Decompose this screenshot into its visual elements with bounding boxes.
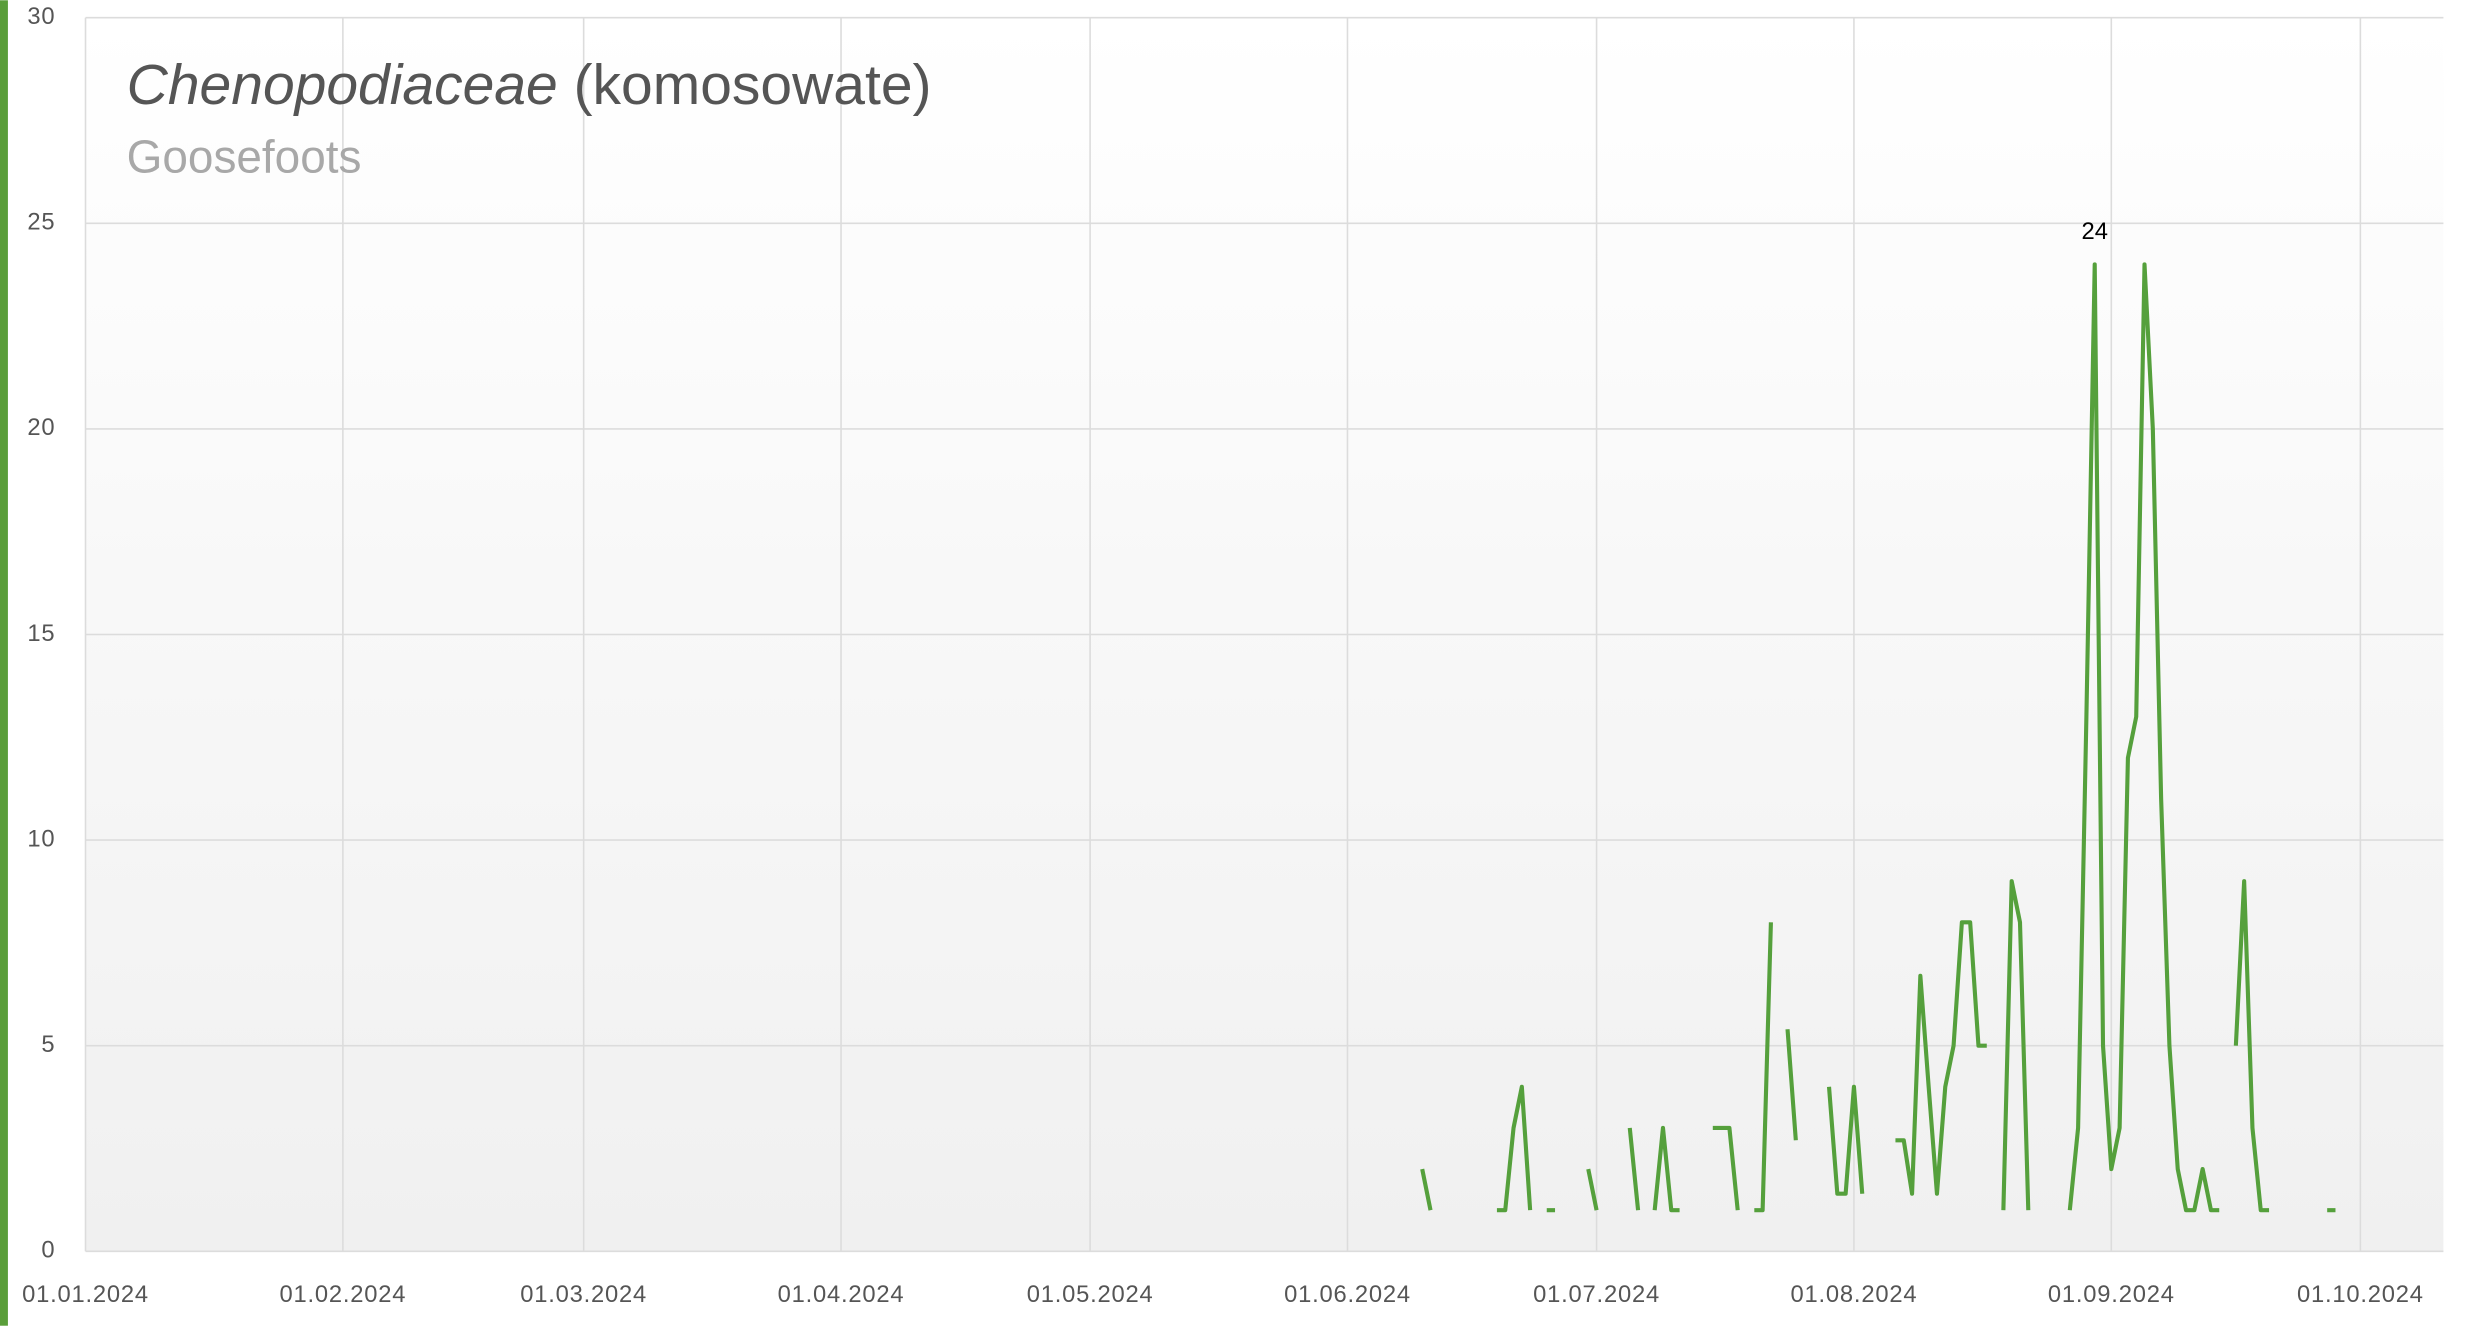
y-tick-label: 30	[27, 3, 55, 30]
y-tick-label: 5	[41, 1031, 55, 1058]
left-border	[0, 0, 8, 1326]
title-local: (komosowate)	[574, 53, 932, 117]
title-taxon: Chenopodiaceae	[127, 53, 558, 117]
y-tick-label: 10	[27, 825, 55, 852]
annotation: 24	[2081, 218, 2107, 245]
x-tick-label: 01.01.2024	[22, 1281, 149, 1308]
y-tick-label: 25	[27, 209, 55, 236]
chart-title: Chenopodiaceae (komosowate)	[127, 53, 932, 117]
x-tick-label: 01.06.2024	[1284, 1281, 1411, 1308]
y-tick-label: 20	[27, 414, 55, 441]
x-tick-label: 01.10.2024	[2297, 1281, 2424, 1308]
chart-subtitle: Goosefoots	[127, 130, 362, 182]
x-tick-label: 01.05.2024	[1027, 1281, 1154, 1308]
x-tick-label: 01.02.2024	[279, 1281, 406, 1308]
data-line	[1420, 262, 2336, 1213]
x-tick-label: 01.08.2024	[1791, 1281, 1918, 1308]
y-tick-label: 15	[27, 620, 55, 647]
x-tick-label: 01.07.2024	[1533, 1281, 1660, 1308]
marks: 0 5 10 15 20 25 30 01.01.2024 01.02.2024 01.03.20…	[22, 3, 2424, 1308]
x-tick-label: 01.09.2024	[2048, 1281, 2175, 1308]
grid	[84, 16, 2444, 1253]
y-tick-label: 0	[41, 1237, 55, 1264]
x-tick-label: 01.04.2024	[778, 1281, 905, 1308]
x-tick-label: 01.03.2024	[520, 1281, 647, 1308]
